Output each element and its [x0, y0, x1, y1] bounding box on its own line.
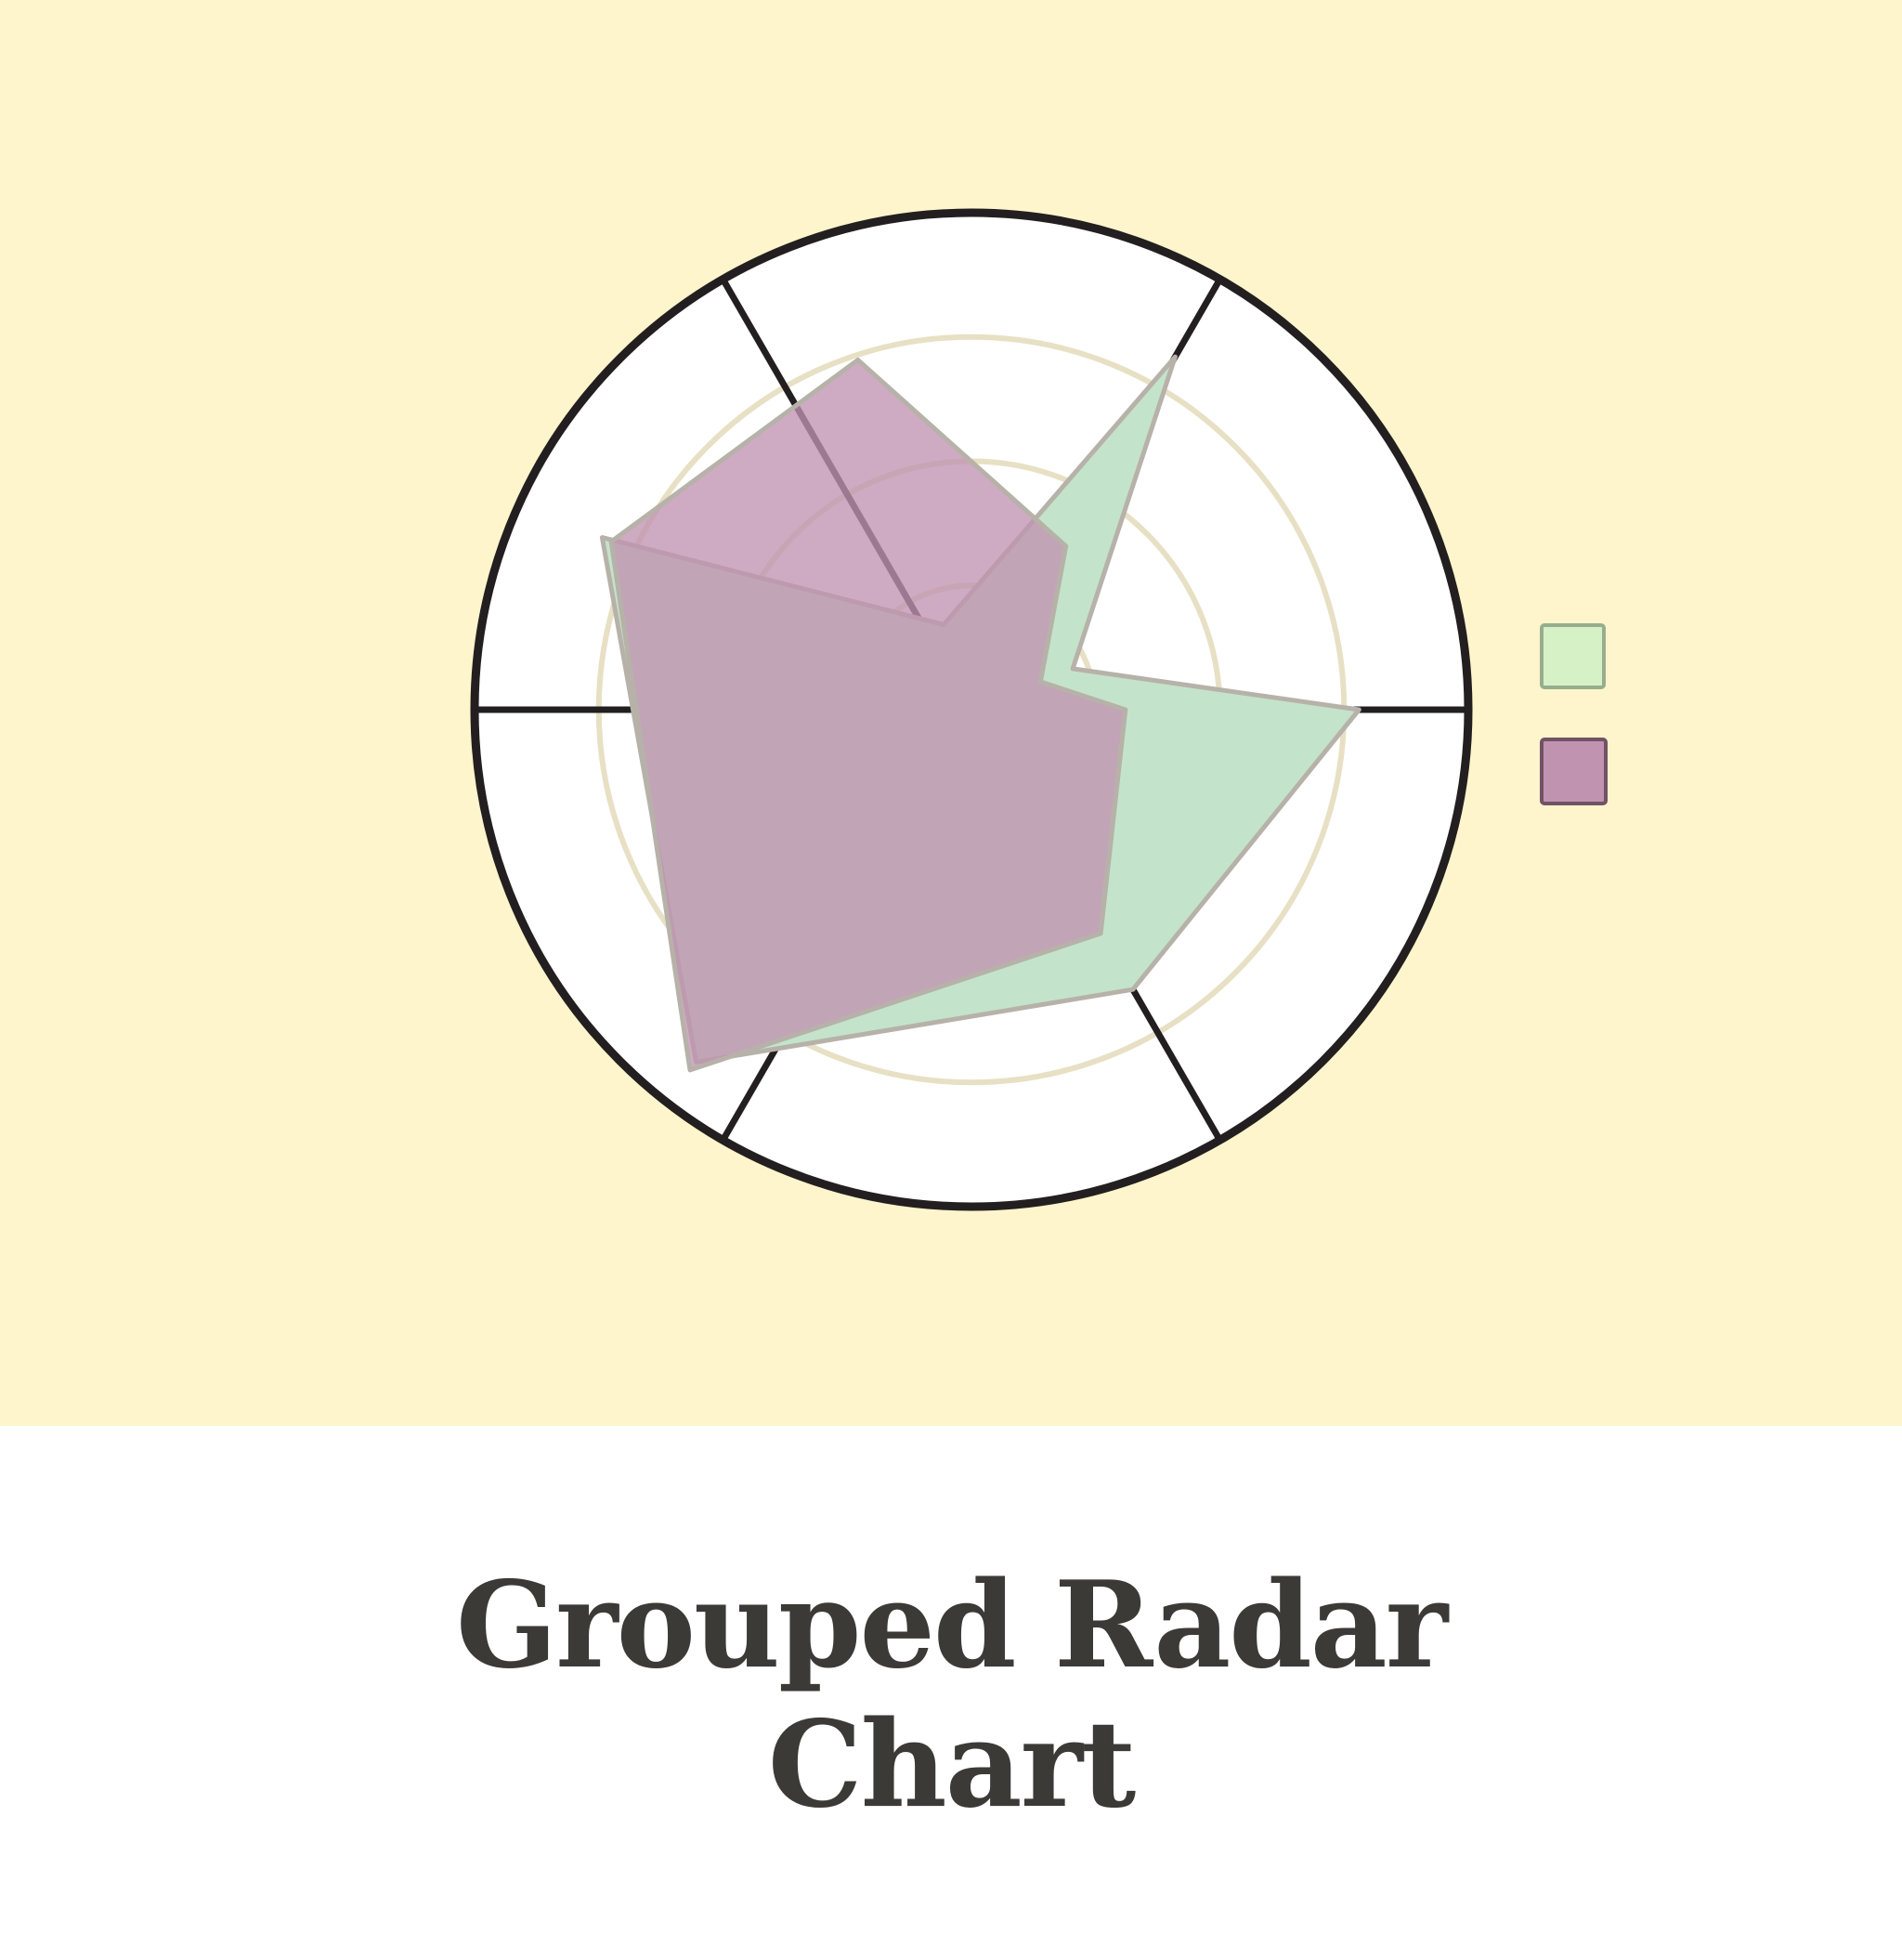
outer-ring	[470, 208, 1473, 1211]
series-2-area	[608, 358, 1128, 1073]
series-layer	[599, 354, 1361, 1073]
legend	[1540, 623, 1608, 805]
legend-swatch-series-2	[1540, 738, 1608, 805]
caption-line-2: Chart	[767, 1695, 1136, 1835]
chart-caption: Grouped Radar Chart	[0, 1556, 1902, 1835]
chart-area	[0, 0, 1902, 1426]
legend-swatch-series-1	[1540, 623, 1606, 689]
outer-circle	[470, 208, 1473, 1211]
caption-line-1: Grouped Radar	[455, 1556, 1448, 1695]
radar-chart	[470, 208, 1608, 1211]
